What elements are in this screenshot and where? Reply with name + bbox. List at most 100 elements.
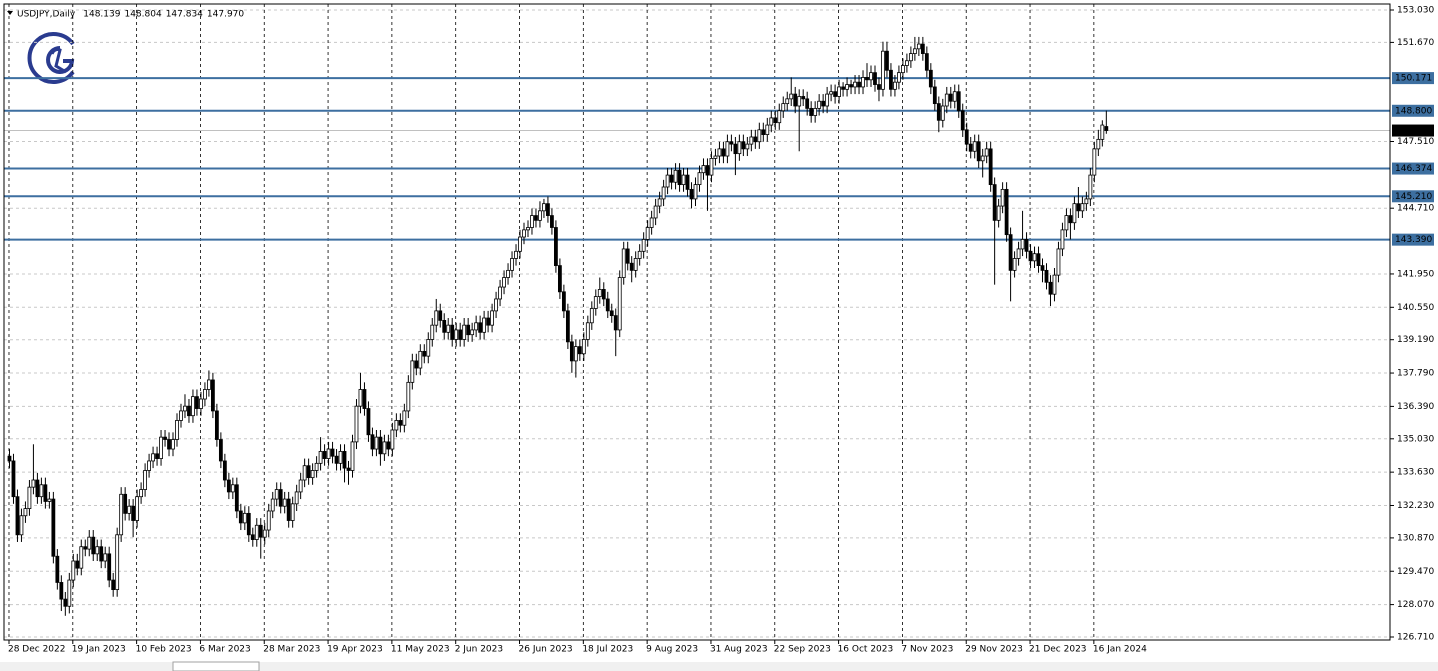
candle-body	[214, 410, 219, 440]
level-label-box	[1392, 233, 1434, 246]
candle-body	[282, 498, 287, 507]
y-tick-label: 144.710	[1397, 204, 1434, 214]
candle-body	[849, 84, 853, 88]
candle-body	[621, 248, 626, 278]
y-tick-label: 135.030	[1397, 434, 1434, 444]
candle-body	[470, 329, 475, 336]
candle-body	[11, 460, 16, 498]
candle-body	[258, 524, 263, 538]
y-tick-label: 139.190	[1397, 335, 1434, 345]
candle-body	[394, 420, 399, 431]
candle-body	[569, 341, 574, 362]
candle-body	[1068, 215, 1073, 224]
candle-body	[207, 379, 211, 390]
candle-body	[15, 496, 20, 536]
candle-body	[773, 117, 778, 124]
candle-body	[757, 129, 762, 143]
candle-body	[593, 296, 598, 309]
x-tick-label: 29 Nov 2023	[965, 645, 1023, 655]
candle-body	[597, 289, 602, 297]
x-tick-label: 11 May 2023	[391, 645, 450, 655]
candle-body	[920, 43, 925, 54]
candle-body	[841, 86, 845, 90]
candle-body	[697, 172, 702, 186]
candle-body	[55, 555, 60, 583]
candle-body	[87, 536, 92, 550]
candle-body	[346, 467, 351, 471]
level-label-box	[1392, 72, 1434, 85]
candle-body	[865, 77, 869, 81]
tab-strip	[0, 662, 1438, 671]
candle-body	[286, 498, 291, 521]
candle-body	[67, 579, 72, 607]
candle-body	[996, 205, 1001, 221]
candle-body	[430, 324, 435, 340]
candle-body	[956, 91, 961, 112]
current-price-label: 147.970	[1395, 126, 1432, 136]
candle-body	[27, 486, 32, 509]
menu-arrow[interactable]	[7, 11, 13, 15]
y-tick-label: 141.950	[1397, 269, 1434, 279]
y-tick-label: 128.070	[1397, 600, 1434, 610]
candle-body	[645, 227, 650, 240]
candle-body	[992, 184, 997, 221]
candle-body	[613, 315, 618, 331]
candle-body	[893, 81, 897, 90]
candle-body	[789, 93, 794, 100]
candle-body	[298, 479, 303, 493]
candle-body	[1012, 258, 1017, 271]
candle-body	[916, 43, 921, 50]
candle-body	[494, 298, 498, 312]
candle-body	[183, 405, 187, 412]
candle-body	[681, 174, 686, 186]
candle-body	[637, 250, 642, 259]
candle-body	[382, 441, 387, 455]
candle-body	[466, 324, 471, 336]
candle-body	[370, 434, 375, 450]
y-tick-label: 136.390	[1397, 402, 1434, 412]
candle-body	[944, 93, 949, 107]
candle-body	[649, 217, 654, 228]
candle-body	[705, 165, 710, 176]
candle-body	[310, 470, 315, 479]
candle-body	[837, 86, 841, 97]
candle-body	[924, 53, 929, 71]
candle-body	[462, 324, 467, 340]
x-tick-label: 21 Dec 2023	[1029, 645, 1087, 655]
candle-body	[95, 546, 100, 555]
x-tick-label: 22 Sep 2023	[774, 645, 831, 655]
candle-body	[885, 50, 889, 71]
candle-body	[374, 436, 379, 450]
candle-body	[390, 429, 395, 450]
candle-body	[1044, 269, 1049, 283]
candle-body	[506, 269, 510, 278]
logo	[27, 32, 75, 84]
candle-body	[35, 479, 40, 498]
level-label: 143.390	[1395, 235, 1432, 245]
candle-body	[302, 465, 307, 481]
candle-body	[330, 448, 335, 457]
candle-body	[322, 451, 327, 459]
candle-body	[542, 203, 546, 212]
quote-value: 147.834	[166, 10, 203, 20]
candle-body	[833, 91, 838, 97]
grid	[4, 4, 1390, 640]
candle-body	[1016, 248, 1021, 259]
candle-body	[51, 498, 56, 557]
candle-body	[362, 389, 367, 409]
candle-body	[701, 165, 706, 174]
candle-body	[585, 322, 590, 340]
tab[interactable]	[172, 661, 260, 671]
candle-body	[147, 460, 151, 471]
candle-body	[43, 484, 48, 502]
x-tick-label: 9 Aug 2023	[646, 645, 698, 655]
candle-body	[203, 389, 207, 400]
candle-body	[75, 560, 80, 569]
candle-body	[314, 462, 319, 471]
candle-body	[581, 339, 586, 355]
candle-body	[936, 103, 941, 121]
candle-body	[226, 479, 231, 493]
candle-body	[741, 141, 746, 150]
candle-body	[561, 291, 566, 312]
candle-body	[809, 107, 814, 116]
